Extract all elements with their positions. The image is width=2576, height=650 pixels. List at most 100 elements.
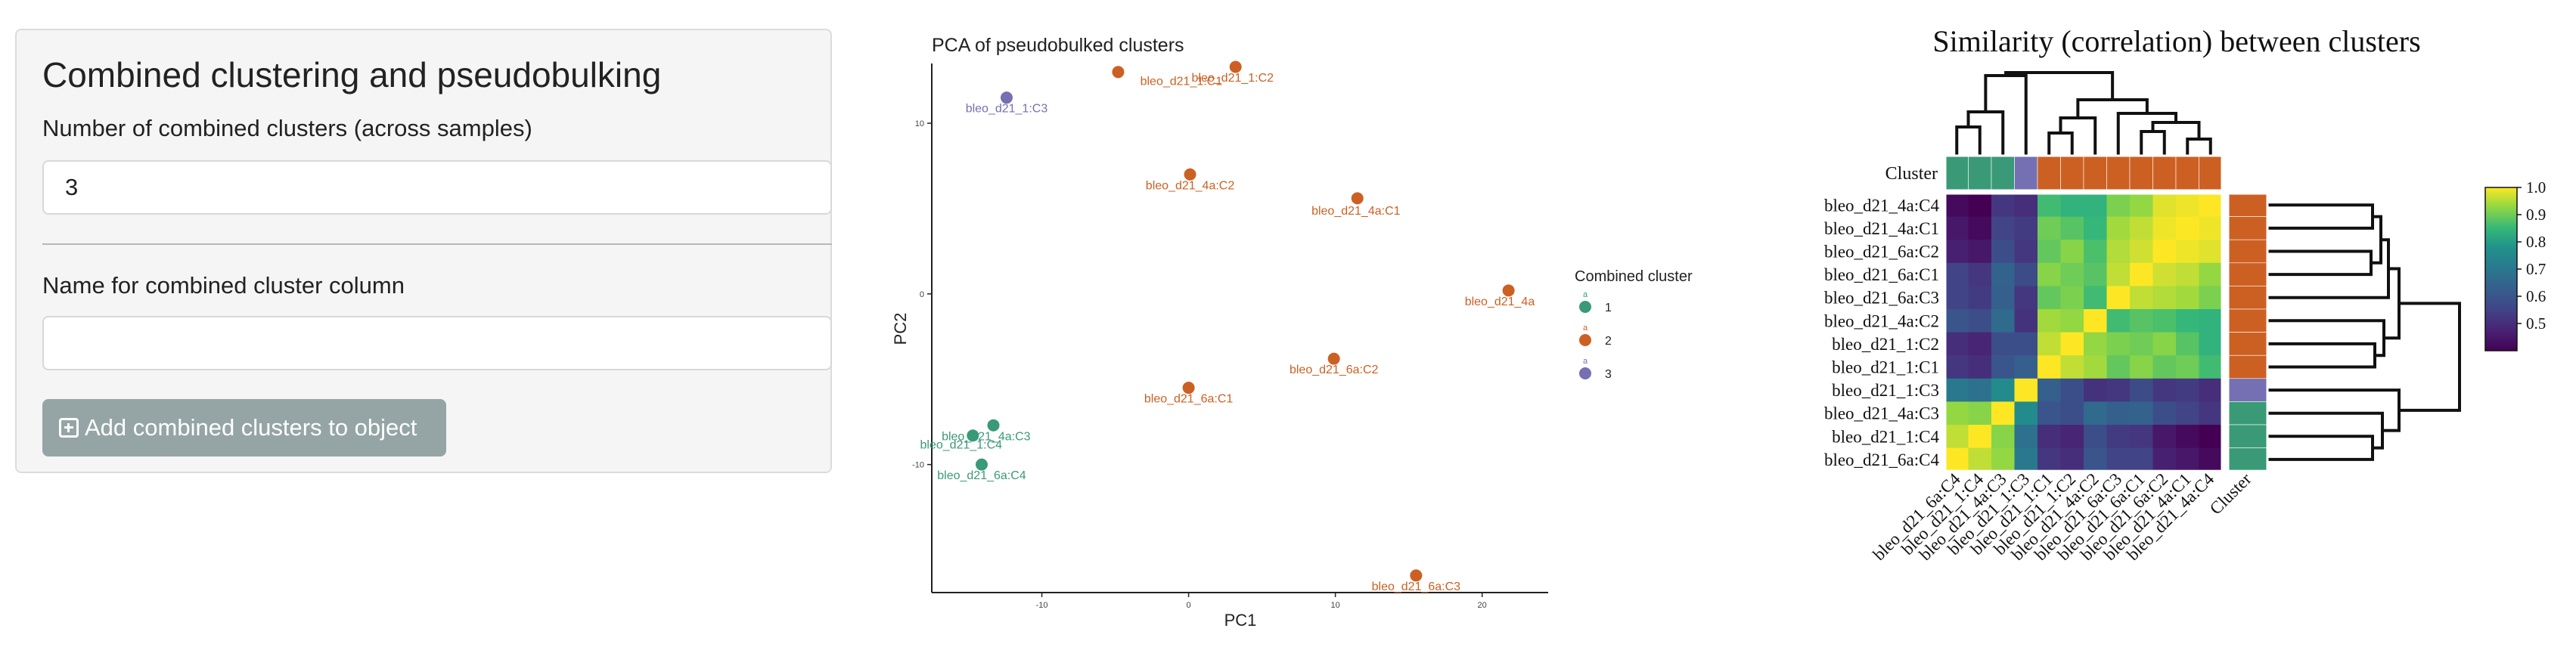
heatmap-cell — [2176, 262, 2199, 286]
heatmap-cell — [2199, 216, 2223, 240]
pca-legend-key-text: a — [1583, 323, 1588, 333]
heatmap-cell — [2176, 240, 2199, 264]
heatmap-cell — [1968, 425, 1992, 449]
heatmap-cell — [2060, 355, 2084, 379]
heatmap-row-label: bleo_d21_6a:C3 — [1824, 289, 1939, 308]
heatmap-cell — [2152, 286, 2177, 310]
heatmap-cell — [2014, 193, 2038, 218]
heatmap-cell — [2176, 378, 2199, 402]
add-combined-clusters-button[interactable]: Add combined clusters to object — [42, 399, 446, 457]
heatmap-cell — [2038, 332, 2061, 356]
heatmap-cell — [2152, 332, 2177, 356]
heatmap-cell — [1991, 378, 2015, 402]
column-cluster-annotation — [2199, 155, 2223, 191]
heatmap-cell — [2106, 216, 2131, 240]
heatmap-cell — [2038, 286, 2061, 310]
pca-legend-swatch — [1579, 334, 1591, 346]
column-annotation-label: Cluster — [1885, 164, 1938, 184]
column-cluster-annotation — [2106, 155, 2131, 191]
heatmap-cell — [2060, 216, 2084, 240]
heatmap-row-label: bleo_d21_4a:C4 — [1824, 196, 1940, 215]
pca-point-label: bleo_d21_1:C1 — [1141, 76, 1223, 88]
plus-square-icon — [59, 418, 79, 438]
heatmap-cell — [2106, 262, 2131, 286]
colorbar-tick-label: 0.7 — [2526, 260, 2546, 278]
heatmap-cell — [2176, 401, 2199, 426]
dendrogram-branch — [2384, 267, 2401, 340]
heatmap-cell — [2152, 309, 2177, 333]
heatmap-cell — [1945, 262, 1969, 286]
heatmap-cell — [1945, 240, 1969, 264]
pca-x-axis-label: PC1 — [1224, 611, 1257, 630]
pca-y-axis-label: PC2 — [891, 313, 910, 345]
column-annotation-border — [1944, 154, 2224, 192]
combined-clustering-panel: Combined clustering and pseudobulking Nu… — [15, 29, 832, 473]
heatmap-cell — [1991, 286, 2015, 310]
dendrogram-branch — [2140, 130, 2166, 156]
heatmap-row-label: bleo_d21_1:C2 — [1832, 335, 1939, 354]
heatmap-cell — [2106, 425, 2131, 449]
pca-point-label: bleo_d21_6a:C2 — [1290, 364, 1379, 376]
heatmap-row-label: bleo_d21_6a:C2 — [1824, 243, 1939, 262]
heatmap-cell — [2176, 309, 2199, 333]
row-cluster-annotation — [2227, 401, 2268, 426]
add-combined-clusters-button-label: Add combined clusters to object — [85, 414, 417, 441]
heatmap-cell — [1945, 378, 1969, 402]
heatmap-cell — [1968, 309, 1992, 333]
heatmap-row-label: bleo_d21_6a:C1 — [1824, 265, 1939, 284]
heatmap-cell — [1945, 216, 1969, 240]
heatmap-cell — [2152, 378, 2177, 402]
heatmap-cell — [2152, 262, 2177, 286]
heatmap-cell — [2199, 240, 2223, 264]
heatmap-cell — [1991, 425, 2015, 449]
pca-point — [967, 429, 979, 442]
heatmap-cell — [2130, 309, 2153, 333]
pca-legend-swatch — [1579, 301, 1591, 313]
heatmap-cell — [2130, 401, 2153, 426]
pca-legend-swatch — [1579, 367, 1591, 379]
cluster-column-name-input[interactable] — [42, 316, 832, 370]
column-cluster-annotation — [2014, 155, 2038, 191]
heatmap-cell — [2130, 286, 2153, 310]
pca-legend-key-text: a — [1583, 290, 1588, 299]
row-cluster-annotation — [2227, 216, 2268, 240]
heatmap-cell — [2038, 401, 2061, 426]
num-clusters-input[interactable] — [42, 160, 832, 215]
heatmap-cell — [2060, 425, 2084, 449]
heatmap-cell — [2084, 286, 2107, 310]
heatmap-cell — [2060, 309, 2084, 333]
heatmap-cell — [2038, 378, 2061, 402]
heatmap-cell — [2084, 425, 2107, 449]
heatmap-cell — [2152, 355, 2177, 379]
heatmap-cell — [2060, 262, 2084, 286]
heatmap-cell — [1968, 332, 1992, 356]
pca-point — [975, 458, 988, 471]
row-cluster-annotation — [2227, 447, 2268, 472]
heatmap-cell — [1945, 286, 1969, 310]
column-dendrogram — [1955, 71, 2212, 156]
heatmap-cell — [2106, 332, 2131, 356]
column-cluster-annotation — [2129, 155, 2153, 191]
dendrogram-branch — [2267, 203, 2374, 230]
heatmap-row-label: bleo_d21_4a:C1 — [1824, 219, 1939, 238]
heatmap-cell — [2084, 262, 2107, 286]
colorbar-tick-label: 1.0 — [2526, 178, 2546, 197]
heatmap-row-label: bleo_d21_1:C1 — [1832, 358, 1939, 377]
pca-chart-title: PCA of pseudobulked clusters — [932, 35, 1184, 56]
heatmap-cell — [1968, 401, 1992, 426]
heatmap-cell — [2106, 193, 2131, 218]
heatmap-cell — [2199, 378, 2223, 402]
pca-legend-key-text: a — [1583, 357, 1588, 366]
heatmap-cell — [2038, 309, 2061, 333]
heatmap-cell — [2130, 193, 2153, 218]
heatmap-cell — [2199, 262, 2223, 286]
pca-point — [1351, 192, 1364, 205]
pca-y-tick-label: 10 — [915, 119, 924, 128]
pca-point-label: bleo_d21_6a:C1 — [1144, 393, 1234, 406]
heatmap-cell — [1968, 378, 1992, 402]
row-annotation-axis-label: Cluster — [2206, 469, 2255, 518]
colorbar-tick-label: 0.5 — [2526, 314, 2546, 333]
heatmap-cell — [2130, 262, 2153, 286]
heatmap-cell — [1945, 355, 1969, 379]
heatmap-cell — [2130, 378, 2153, 402]
